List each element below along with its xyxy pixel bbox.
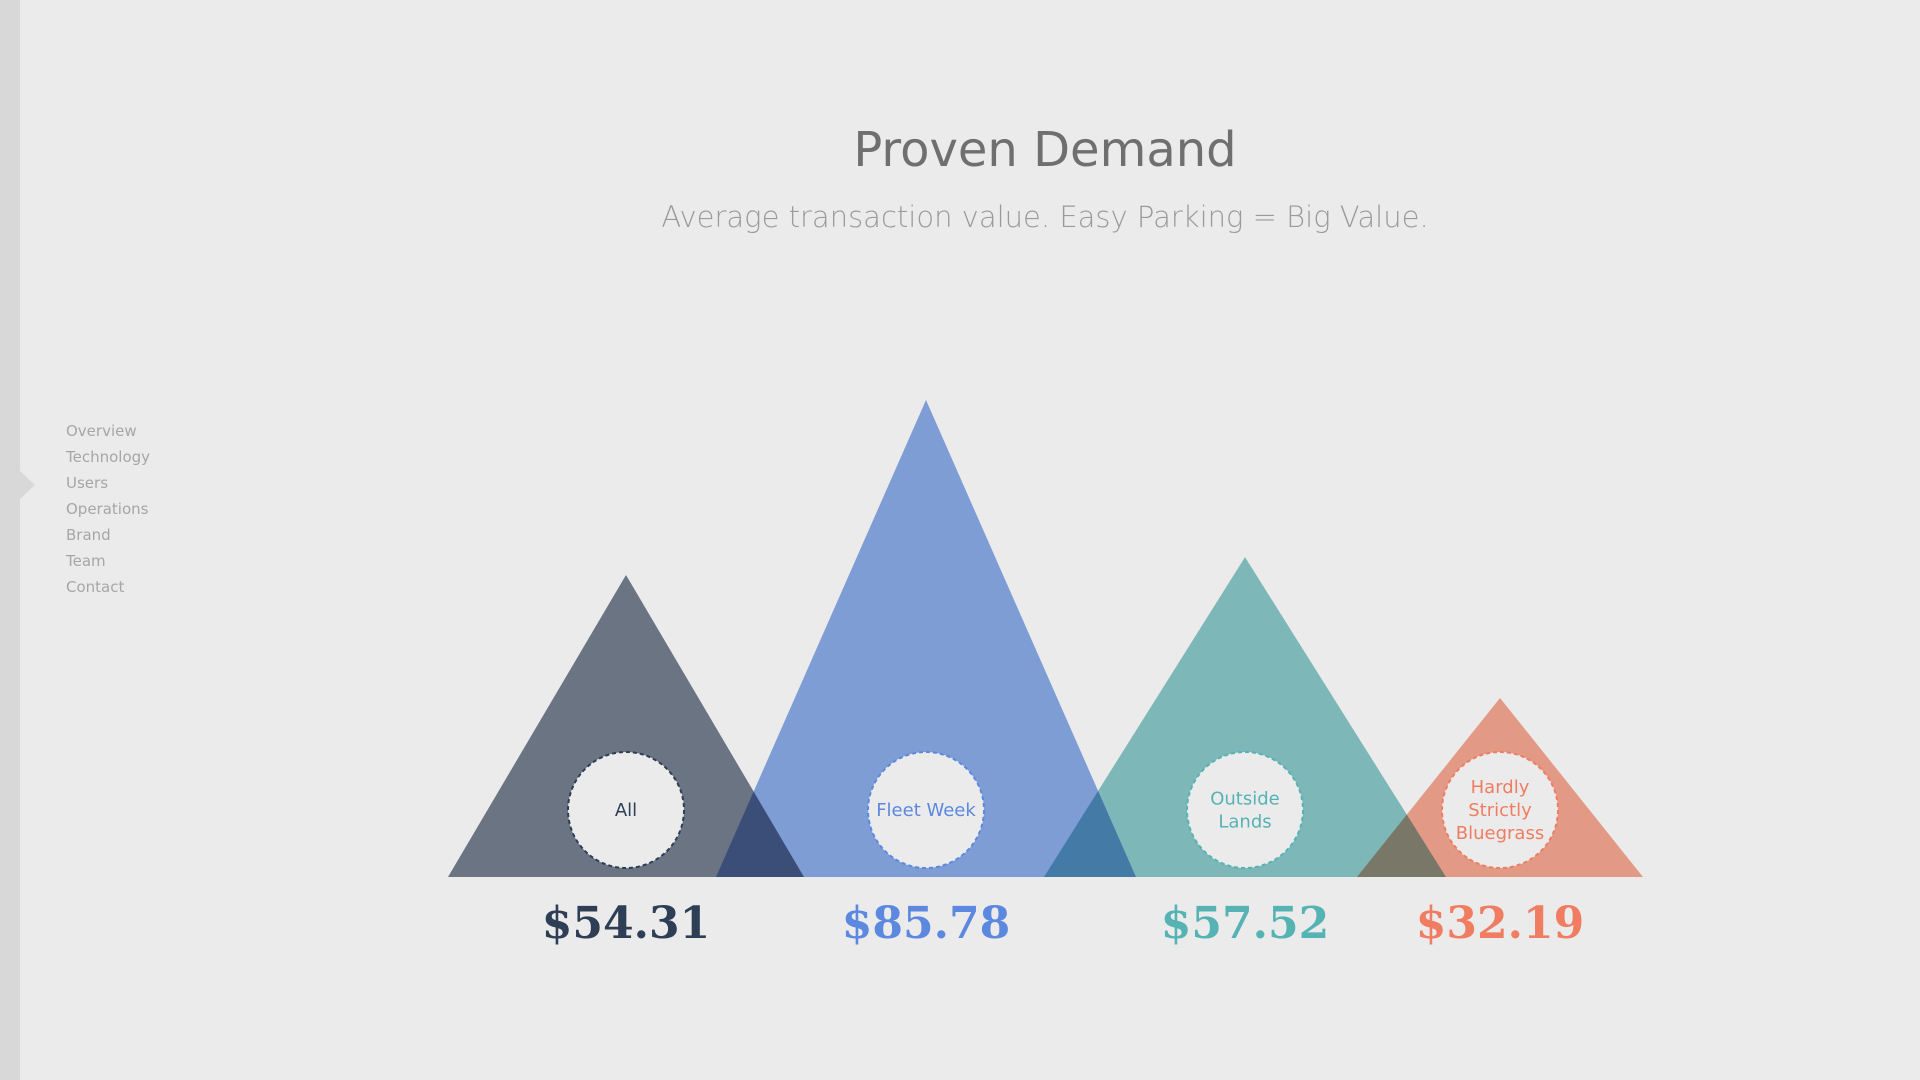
- value-label-outside-lands: $57.52: [1161, 898, 1329, 949]
- value-label-hardly-strictly-bluegrass: $32.19: [1416, 898, 1584, 949]
- nav-item-users[interactable]: Users: [66, 474, 109, 492]
- triangle-mark-fleet-week: [716, 400, 1136, 877]
- triangle-mark-all: [448, 574, 804, 877]
- category-label-all: All: [615, 800, 637, 821]
- category-label-hardly-strictly-bluegrass: Bluegrass: [1456, 823, 1544, 844]
- category-label-outside-lands: Outside: [1210, 789, 1280, 810]
- nav-item-overview[interactable]: Overview: [66, 422, 137, 440]
- value-label-all: $54.31: [542, 898, 710, 949]
- nav-item-brand[interactable]: Brand: [66, 526, 111, 544]
- nav-item-contact[interactable]: Contact: [66, 578, 125, 596]
- category-label-hardly-strictly-bluegrass: Strictly: [1468, 800, 1532, 821]
- page-subtitle: Average transaction value. Easy Parking …: [661, 200, 1429, 234]
- active-section-pointer-icon: [20, 471, 35, 499]
- category-badge-outside-lands: [1186, 751, 1304, 869]
- category-badge-all: [567, 751, 685, 869]
- value-label-fleet-week: $85.78: [842, 898, 1010, 949]
- nav-item-team[interactable]: Team: [66, 552, 106, 570]
- category-label-fleet-week: Fleet Week: [876, 800, 976, 821]
- nav-item-technology[interactable]: Technology: [66, 448, 151, 466]
- left-rail: [0, 0, 20, 1080]
- side-nav: Overview Technology Users Operations Bra…: [66, 418, 150, 600]
- category-badge-fleet-week: [867, 751, 985, 869]
- triangle-mark-outside-lands: [1044, 557, 1446, 877]
- page-title: Proven Demand: [853, 122, 1237, 178]
- category-label-hardly-strictly-bluegrass: Hardly: [1471, 777, 1530, 798]
- category-label-outside-lands: Lands: [1218, 812, 1271, 833]
- category-badge-hardly-strictly-bluegrass: [1441, 751, 1559, 869]
- nav-item-operations[interactable]: Operations: [66, 500, 149, 518]
